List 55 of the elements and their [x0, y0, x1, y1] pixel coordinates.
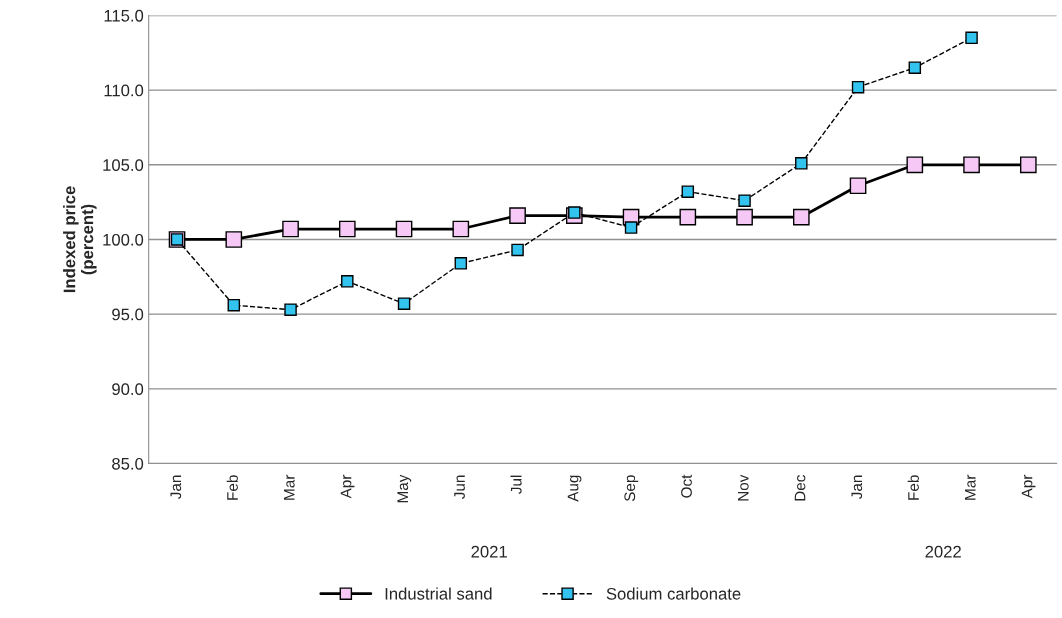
point [282, 220, 299, 238]
y-tick-label: 100.0 [103, 233, 144, 246]
x-tick-label: Feb [907, 475, 919, 500]
point [679, 208, 697, 226]
y-tick-label: 105.0 [103, 159, 144, 171]
x-tick-label: Dec [794, 475, 806, 501]
y-tick-label: 85.0 [112, 457, 144, 470]
point [906, 156, 924, 174]
x-tick-label: Apr [1021, 474, 1036, 499]
point [736, 208, 753, 226]
legend-label: Industrial sand [385, 587, 492, 600]
point [963, 156, 980, 174]
point [568, 206, 581, 219]
x-tick-label: Jul [510, 475, 522, 494]
legend-label: Sodium carbonate [606, 587, 741, 600]
y-tick-label: 95.0 [112, 308, 144, 321]
x-tick-label: Jan [851, 475, 863, 499]
x-tick-label: Feb [226, 475, 238, 500]
point [511, 243, 524, 257]
point [509, 207, 526, 224]
x-tick-label: Mar [965, 474, 976, 500]
x-tick-label: Oct [681, 474, 692, 498]
x-tick-label: Sep [624, 475, 639, 502]
point [738, 194, 751, 207]
point [681, 185, 695, 198]
x-tick-label: May [397, 474, 412, 503]
point [225, 231, 243, 248]
x-tick-label: Jan [170, 475, 182, 499]
point [1019, 156, 1037, 174]
text: 2021 [471, 545, 507, 558]
y-tick-label: 110.0 [104, 84, 144, 97]
point [908, 61, 922, 74]
point [227, 298, 241, 312]
y-axis-title: Indexed price (percent) [63, 186, 97, 293]
x-tick-label: Apr [340, 474, 355, 499]
x-tick-label: Jun [454, 475, 465, 499]
x-tick-label: Mar [284, 474, 295, 500]
point [795, 157, 808, 170]
y-tick-label: 90.0 [112, 383, 144, 396]
text: 2022 [925, 545, 961, 558]
point [965, 31, 978, 45]
point [338, 220, 356, 238]
point [284, 303, 297, 316]
point [397, 297, 411, 310]
point [792, 208, 810, 226]
point [452, 220, 470, 238]
point [341, 275, 354, 288]
point [454, 257, 468, 270]
x-tick-label: Aug [567, 475, 582, 502]
point [849, 177, 867, 195]
x-tick-label: Nov [738, 474, 749, 501]
point [624, 221, 638, 234]
point [851, 80, 865, 94]
y-tick-label: 115.0 [104, 9, 144, 22]
point [395, 220, 413, 238]
